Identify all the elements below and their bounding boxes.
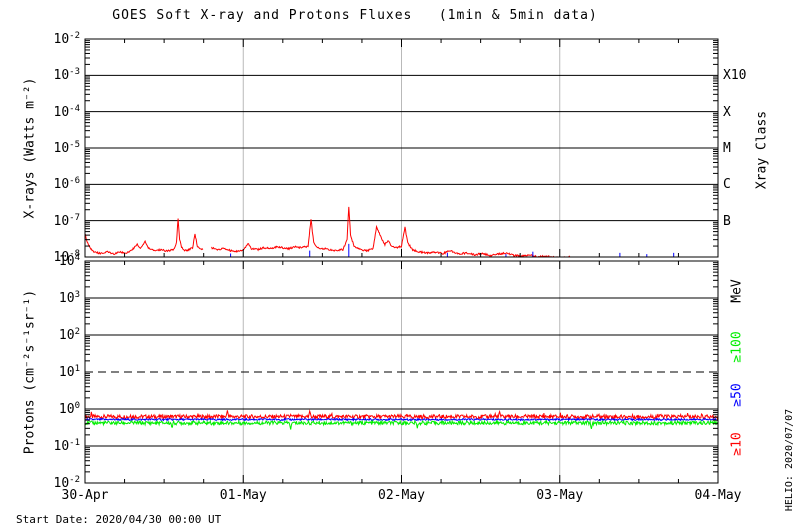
proton-ytick-label: 100 [58, 401, 80, 417]
protons-gte100MeV-trace [85, 419, 718, 430]
xray-ytick-label: 10-2 [53, 31, 81, 47]
proton-ytick-label: 104 [58, 253, 80, 269]
chart-title: GOES Soft X-ray and Protons Fluxes (1min… [112, 8, 598, 23]
start-date-text: Start Date: 2020/04/30 00:00 UT [16, 513, 222, 526]
proton-ytick-label: 101 [58, 364, 80, 380]
xray-ytick-label: 10-8 [53, 249, 81, 265]
proton-ytick-label: 10-2 [53, 475, 81, 491]
xray-ytick-label: 10-3 [53, 67, 81, 84]
xray-long-trace [85, 218, 204, 256]
xray-class-label-c: C [723, 177, 731, 193]
x-tick-label: 30-Apr [61, 488, 109, 503]
mev-legend-label-gte10: ≥10 [729, 432, 745, 456]
xray-ytick-label: 10-5 [53, 140, 81, 156]
mev-axis-title: MeV [729, 279, 745, 303]
proton-ytick-label: 103 [58, 290, 80, 306]
protons-gte10MeV-trace [85, 409, 718, 421]
xray-ytick-label: 10-7 [53, 212, 81, 229]
xray-class-label-m: M [723, 141, 731, 156]
proton-axis-title: Protons (cm⁻²s⁻¹sr⁻¹) [22, 289, 38, 455]
mev-legend-label-gte50: ≥50 [729, 383, 745, 407]
xray-ytick-label: 10-4 [53, 103, 81, 120]
x-tick-label: 02-May [378, 488, 425, 503]
mev-legend-label-gte100: ≥100 [729, 331, 745, 363]
x-tick-label: 01-May [219, 488, 267, 503]
protons-gte50MeV-trace [85, 417, 718, 422]
xray-class-label-x: X [723, 104, 731, 120]
xray-class-axis-title: Xray Class [754, 110, 770, 190]
xray-ytick-label: 10-6 [53, 176, 81, 193]
generated-date-text: HELIO: 2020/07/07 [784, 408, 795, 512]
xray-long-trace [211, 206, 718, 257]
xray-axis-title: X-rays (Watts m⁻²) [22, 77, 38, 219]
proton-ytick-label: 10-1 [53, 438, 81, 454]
proton-ytick-label: 102 [58, 327, 80, 343]
x-tick-label: 03-May [536, 488, 584, 503]
x-tick-label: 04-May [694, 488, 742, 503]
xray-class-label-b: B [723, 213, 731, 229]
xray-class-label-x10: X10 [723, 68, 747, 84]
axis-ticks [84, 39, 719, 483]
